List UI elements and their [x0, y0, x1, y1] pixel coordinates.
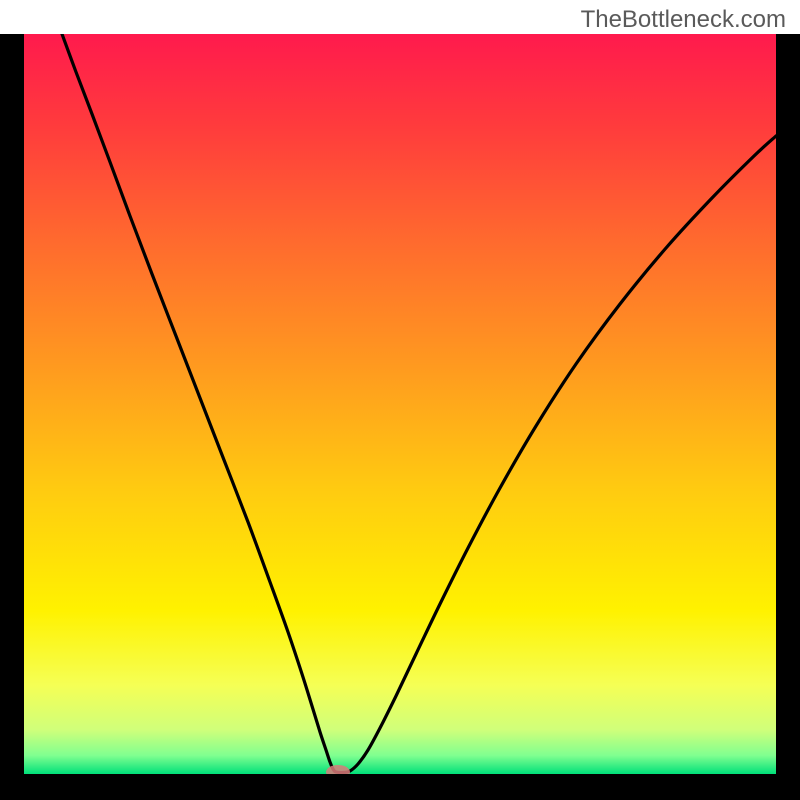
plot-area — [24, 34, 776, 774]
gradient-background — [24, 34, 776, 774]
watermark-text: TheBottleneck.com — [581, 6, 786, 34]
plot-svg — [24, 34, 776, 774]
chart-frame — [0, 34, 800, 800]
